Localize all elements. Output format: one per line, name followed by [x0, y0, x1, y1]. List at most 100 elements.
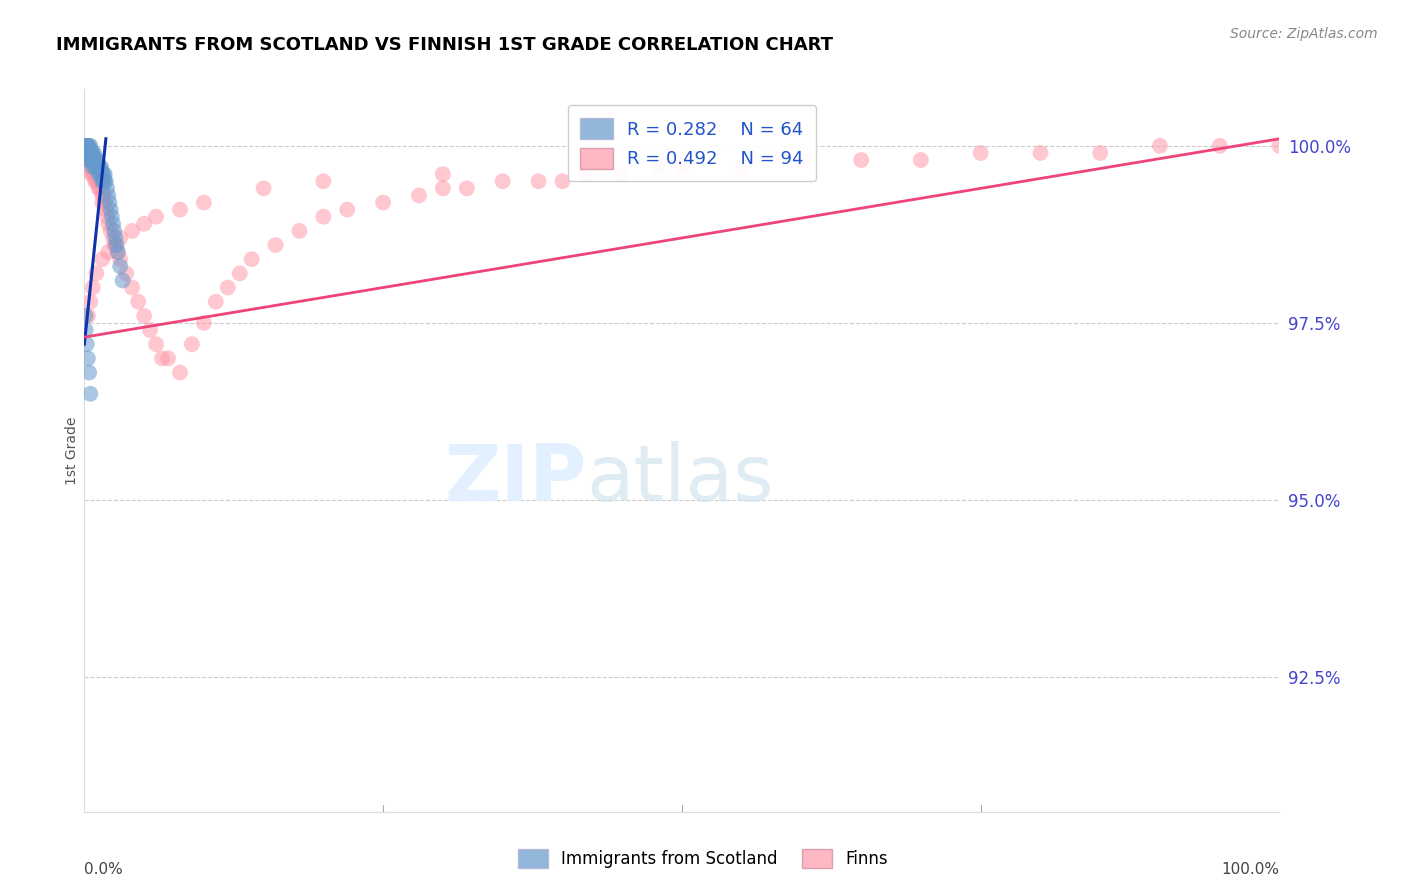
Point [93, 174, 115, 188]
Point [91, 195, 114, 210]
Point [82, 167, 104, 181]
Point [75, 145, 97, 160]
Point [288, 224, 311, 238]
Point [193, 316, 215, 330]
Point [79, 153, 101, 167]
Point [80, 153, 103, 167]
Point [612, 167, 634, 181]
Point [910, 153, 932, 167]
Point [79, 294, 101, 309]
Point [98, 195, 121, 210]
Point [83, 153, 105, 167]
Point [76, 145, 98, 160]
Point [139, 323, 162, 337]
Point [127, 294, 149, 309]
Point [132, 217, 156, 231]
Text: IMMIGRANTS FROM SCOTLAND VS FINNISH 1ST GRADE CORRELATION CHART: IMMIGRANTS FROM SCOTLAND VS FINNISH 1ST … [56, 36, 834, 54]
Point [82, 153, 104, 167]
Point [336, 202, 359, 217]
Point [89, 174, 111, 188]
Point [83, 160, 105, 174]
Point [77, 153, 100, 167]
Point [253, 181, 276, 195]
Point [91, 252, 114, 267]
Point [551, 174, 574, 188]
Point [101, 217, 124, 231]
Point [107, 245, 129, 260]
Point [87, 181, 110, 195]
Point [77, 139, 100, 153]
Point [75, 139, 97, 153]
Point [77, 160, 100, 174]
Point [89, 160, 111, 174]
Point [90, 181, 112, 195]
Point [86, 160, 108, 174]
Point [575, 167, 598, 181]
Point [93, 195, 115, 210]
Point [169, 366, 191, 380]
Point [93, 167, 115, 181]
Point [96, 210, 118, 224]
Point [229, 266, 252, 280]
Point [86, 266, 108, 280]
Point [970, 145, 993, 160]
Point [145, 210, 167, 224]
Point [84, 160, 107, 174]
Point [89, 167, 111, 181]
Point [111, 273, 134, 287]
Point [83, 145, 105, 160]
Point [79, 386, 101, 401]
Point [86, 167, 108, 181]
Point [647, 160, 669, 174]
Point [86, 153, 108, 167]
Point [86, 160, 108, 174]
Point [91, 167, 114, 181]
Point [456, 181, 478, 195]
Point [86, 174, 108, 188]
Point [80, 145, 103, 160]
Point [75, 139, 97, 153]
Point [90, 167, 112, 181]
Point [193, 195, 215, 210]
Point [87, 160, 110, 174]
Point [76, 139, 98, 153]
Point [79, 153, 101, 167]
Point [373, 195, 395, 210]
Point [94, 174, 117, 188]
Point [97, 188, 120, 202]
Point [1090, 145, 1112, 160]
Point [527, 174, 550, 188]
Point [492, 174, 515, 188]
Text: 100.0%: 100.0% [1222, 863, 1279, 878]
Point [80, 167, 103, 181]
Point [432, 167, 454, 181]
Point [97, 217, 120, 231]
Point [82, 145, 104, 160]
Point [1029, 145, 1052, 160]
Point [91, 174, 114, 188]
Point [1268, 139, 1291, 153]
Point [77, 366, 100, 380]
Point [84, 167, 107, 181]
Point [75, 139, 97, 153]
Point [205, 294, 228, 309]
Point [731, 160, 754, 174]
Point [77, 153, 100, 167]
Y-axis label: 1st Grade: 1st Grade [65, 417, 79, 484]
Point [240, 252, 263, 267]
Point [110, 260, 132, 274]
Point [76, 337, 98, 351]
Point [100, 202, 122, 217]
Point [76, 145, 98, 160]
Point [76, 153, 98, 167]
Point [97, 245, 120, 260]
Point [105, 238, 128, 252]
Point [83, 167, 105, 181]
Point [121, 280, 143, 294]
Point [80, 160, 103, 174]
Point [80, 145, 103, 160]
Point [145, 337, 167, 351]
Point [790, 153, 813, 167]
Point [77, 145, 100, 160]
Point [87, 167, 110, 181]
